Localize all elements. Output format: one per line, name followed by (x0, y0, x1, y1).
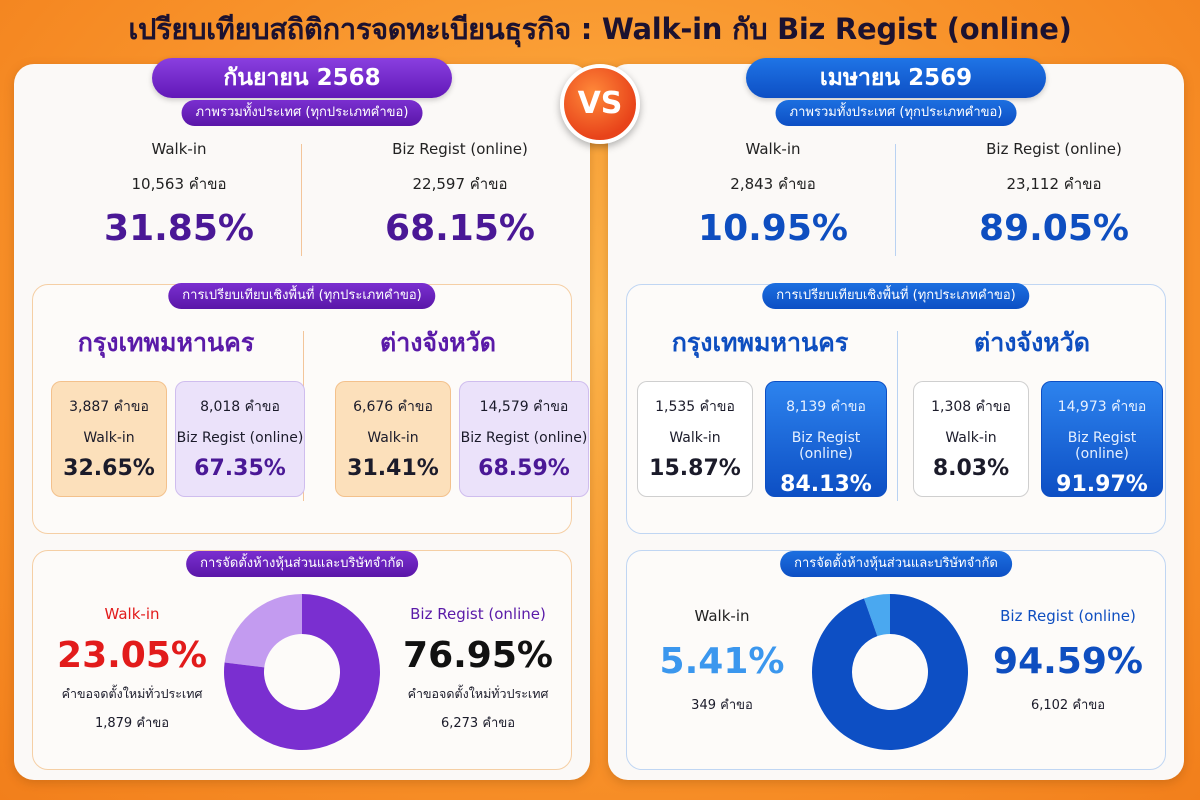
donut-slice-walkin (863, 594, 890, 637)
donut-slice-online (812, 594, 968, 750)
vs-badge: VS (560, 64, 640, 144)
overview-divider (895, 144, 896, 256)
right-donut-chart (812, 594, 968, 750)
setup-online-count: 6,273 คำขอ (440, 716, 516, 731)
card-count: 8,139 คำขอ (786, 399, 866, 415)
card-label: Walk-in (945, 430, 997, 446)
card-percent: 8.03% (932, 456, 1010, 481)
card-label: Biz Regist (online) (1067, 430, 1137, 462)
card-count: 14,579 คำขอ (479, 399, 569, 415)
card-label: Walk-in (367, 430, 419, 446)
provinces-online-card: 14,973 คำขอ Biz Regist (online) 91.97% (1041, 381, 1163, 497)
card-count: 8,018 คำขอ (200, 399, 280, 415)
card-label: Biz Regist (online) (176, 430, 304, 446)
page-title: เปรียบเทียบสถิติการจดทะเบียนธุรกิจ : Wal… (128, 12, 1072, 46)
region-name-bangkok: กรุงเทพมหานคร (77, 328, 255, 357)
right-period-label: เมษายน 2569 (746, 58, 1046, 98)
bangkok-online-card: 8,139 คำขอ Biz Regist (online) 84.13% (765, 381, 887, 497)
overview-online-label: Biz Regist (online) (986, 140, 1122, 158)
left-setup-online: Biz Regist (online) 76.95% คำขอจดตั้งใหม… (383, 605, 573, 733)
left-donut-chart (223, 594, 380, 750)
overview-divider (301, 144, 302, 256)
overview-online-percent: 68.15% (385, 208, 535, 249)
bangkok-walkin-card: 1,535 คำขอ Walk-in 15.87% (637, 381, 753, 497)
setup-online-sub: คำขอจดตั้งใหม่ทั่วประเทศ (407, 686, 549, 701)
right-region-heading: การเปรียบเทียบเชิงพื้นที่ (ทุกประเภทคำขอ… (762, 283, 1030, 309)
left-period-label: กันยายน 2568 (152, 58, 452, 98)
right-overview-heading: ภาพรวมทั้งประเทศ (ทุกประเภทคำขอ) (775, 100, 1017, 126)
left-setup-walkin: Walk-in 23.05% คำขอจดตั้งใหม่ทั่วประเทศ … (37, 605, 227, 733)
overview-online-count: 23,112 คำขอ (1006, 175, 1102, 193)
region-name-provinces: ต่างจังหวัด (379, 328, 497, 357)
card-percent: 31.41% (347, 456, 439, 481)
right-setup-section: การจัดตั้งห้างหุ้นส่วนและบริษัทจำกัด Wal… (626, 550, 1166, 770)
setup-online-percent: 94.59% (993, 641, 1143, 682)
left-region-section: การเปรียบเทียบเชิงพื้นที่ (ทุกประเภทคำขอ… (32, 283, 589, 534)
overview-walkin-percent: 31.85% (104, 208, 254, 249)
region-name-bangkok: กรุงเทพมหานคร (671, 328, 849, 357)
overview-walkin-count: 2,843 คำขอ (730, 175, 816, 193)
setup-online-percent: 76.95% (403, 635, 553, 676)
right-setup-online: Biz Regist (online) 94.59% 6,102 คำขอ (973, 607, 1163, 715)
card-label: Walk-in (83, 430, 135, 446)
left-setup-heading: การจัดตั้งห้างหุ้นส่วนและบริษัทจำกัด (186, 551, 418, 577)
right-overview-walkin: Walk-in 2,843 คำขอ 10.95% (648, 140, 898, 249)
overview-walkin-percent: 10.95% (698, 208, 848, 249)
setup-walkin-count: 1,879 คำขอ (94, 716, 170, 731)
left-panel: กันยายน 2568 ภาพรวมทั้งประเทศ (ทุกประเภท… (14, 58, 590, 780)
card-label: Biz Regist (online) (791, 430, 861, 462)
card-percent: 84.13% (780, 472, 872, 497)
card-percent: 67.35% (194, 456, 286, 481)
provinces-walkin-card: 6,676 คำขอ Walk-in 31.41% (335, 381, 451, 497)
overview-walkin-label: Walk-in (745, 140, 801, 158)
right-panel: เมษายน 2569 ภาพรวมทั้งประเทศ (ทุกประเภทค… (608, 58, 1184, 780)
setup-walkin-label: Walk-in (694, 607, 750, 625)
region-name-provinces: ต่างจังหวัด (973, 328, 1091, 357)
provinces-online-card: 14,579 คำขอ Biz Regist (online) 68.59% (459, 381, 589, 497)
setup-walkin-label: Walk-in (104, 605, 160, 623)
setup-walkin-sub: คำขอจดตั้งใหม่ทั่วประเทศ (61, 686, 203, 701)
right-overview-online: Biz Regist (online) 23,112 คำขอ 89.05% (929, 140, 1179, 249)
setup-online-label: Biz Regist (online) (410, 605, 546, 623)
overview-walkin-label: Walk-in (151, 140, 207, 158)
right-setup-walkin: Walk-in 5.41% 349 คำขอ (627, 607, 817, 715)
card-percent: 68.59% (478, 456, 570, 481)
setup-online-count: 6,102 คำขอ (1030, 698, 1106, 713)
region-divider (897, 331, 898, 501)
donut-slice-online (223, 594, 380, 750)
overview-online-percent: 89.05% (979, 208, 1129, 249)
card-label: Biz Regist (online) (460, 430, 588, 446)
card-percent: 15.87% (649, 456, 741, 481)
overview-walkin-count: 10,563 คำขอ (131, 175, 227, 193)
left-overview-heading: ภาพรวมทั้งประเทศ (ทุกประเภทคำขอ) (181, 100, 423, 126)
card-count: 3,887 คำขอ (69, 399, 149, 415)
setup-walkin-count: 349 คำขอ (691, 698, 753, 713)
bangkok-online-card: 8,018 คำขอ Biz Regist (online) 67.35% (175, 381, 305, 497)
bangkok-walkin-card: 3,887 คำขอ Walk-in 32.65% (51, 381, 167, 497)
card-percent: 91.97% (1056, 472, 1148, 497)
card-percent: 32.65% (63, 456, 155, 481)
card-count: 6,676 คำขอ (353, 399, 433, 415)
card-count: 14,973 คำขอ (1057, 399, 1147, 415)
setup-walkin-percent: 23.05% (57, 635, 207, 676)
right-region-section: การเปรียบเทียบเชิงพื้นที่ (ทุกประเภทคำขอ… (626, 283, 1166, 534)
setup-online-label: Biz Regist (online) (1000, 607, 1136, 625)
left-overview-walkin: Walk-in 10,563 คำขอ 31.85% (54, 140, 304, 249)
overview-online-count: 22,597 คำขอ (412, 175, 508, 193)
right-setup-heading: การจัดตั้งห้างหุ้นส่วนและบริษัทจำกัด (780, 551, 1012, 577)
card-label: Walk-in (669, 430, 721, 446)
left-region-heading: การเปรียบเทียบเชิงพื้นที่ (ทุกประเภทคำขอ… (168, 283, 436, 309)
overview-online-label: Biz Regist (online) (392, 140, 528, 158)
card-count: 1,308 คำขอ (931, 399, 1011, 415)
donut-slice-walkin (224, 594, 302, 668)
setup-walkin-percent: 5.41% (659, 641, 785, 682)
left-setup-section: การจัดตั้งห้างหุ้นส่วนและบริษัทจำกัด Wal… (32, 550, 572, 770)
card-count: 1,535 คำขอ (655, 399, 735, 415)
left-overview-online: Biz Regist (online) 22,597 คำขอ 68.15% (335, 140, 585, 249)
provinces-walkin-card: 1,308 คำขอ Walk-in 8.03% (913, 381, 1029, 497)
